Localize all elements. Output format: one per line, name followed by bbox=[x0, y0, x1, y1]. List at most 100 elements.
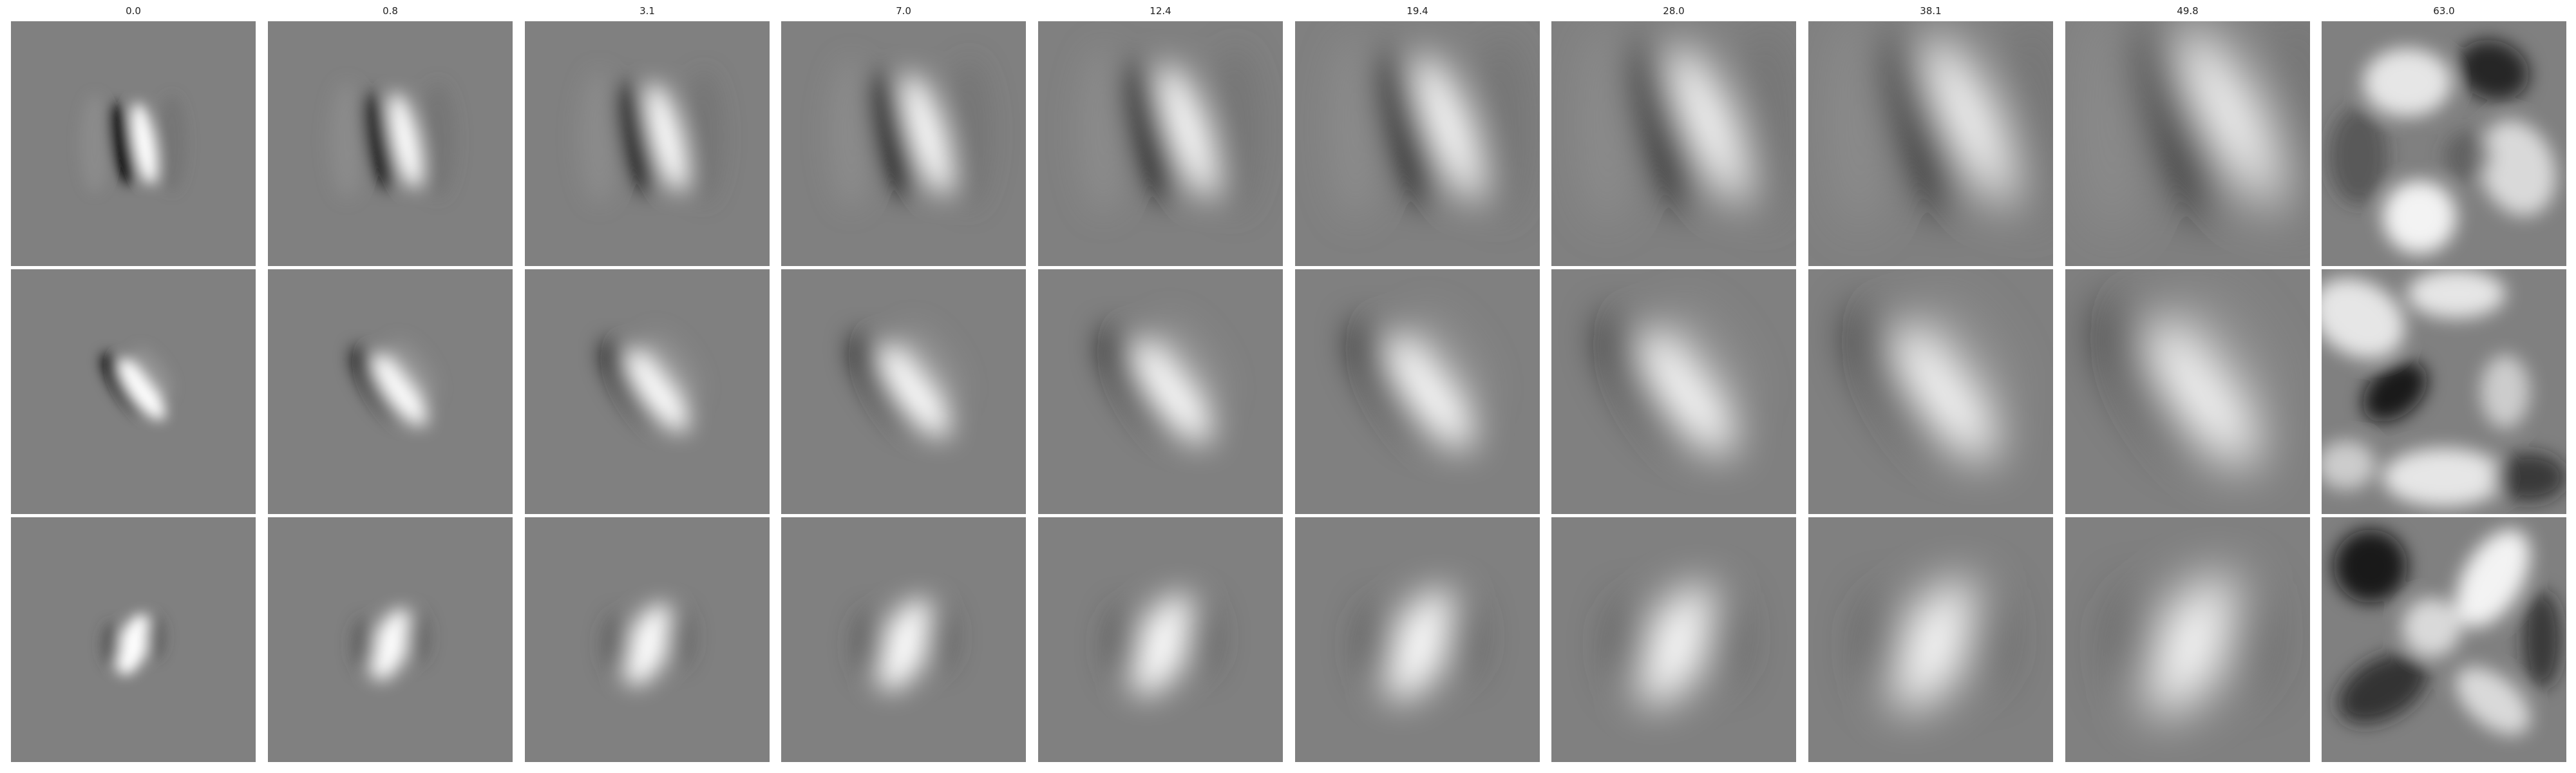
filter-blob bbox=[1159, 62, 1218, 198]
filter-blob bbox=[1108, 607, 1142, 683]
filter-blob bbox=[1124, 61, 1176, 200]
filter-blob bbox=[372, 353, 428, 426]
filter-blob bbox=[1863, 595, 1908, 694]
filter-blob bbox=[389, 339, 436, 399]
filter-blob bbox=[1130, 593, 1195, 696]
filter-panel bbox=[268, 21, 513, 266]
filter-panel bbox=[1295, 517, 1540, 762]
filter-blob bbox=[1826, 21, 1893, 231]
filter-blob bbox=[2402, 598, 2461, 657]
filter-panel bbox=[11, 517, 256, 762]
filter-blob bbox=[2262, 21, 2310, 236]
filter-blob bbox=[2334, 530, 2407, 603]
filter-blob bbox=[146, 615, 166, 660]
filter-blob bbox=[1924, 35, 2017, 206]
filter-panel bbox=[525, 517, 770, 762]
filter-blob bbox=[2322, 441, 2376, 490]
filter-blob bbox=[370, 609, 412, 680]
filter-blob bbox=[1611, 598, 1652, 691]
filter-blob bbox=[353, 618, 377, 671]
filter-blob bbox=[2179, 27, 2285, 208]
filter-blob bbox=[1702, 591, 1743, 683]
filter-blob bbox=[2407, 269, 2505, 318]
filter-blob bbox=[828, 59, 874, 209]
filter-blob bbox=[1414, 53, 1484, 202]
filter-blob bbox=[946, 59, 992, 209]
column-label: 7.0 bbox=[896, 5, 911, 17]
column-label: 3.1 bbox=[639, 5, 655, 17]
filter-blob bbox=[1884, 31, 1958, 211]
filter-blob bbox=[1638, 328, 1735, 456]
filter-blob bbox=[2181, 290, 2277, 412]
filter-blob bbox=[1209, 46, 1260, 215]
filter-blob bbox=[645, 332, 699, 401]
filter-blob bbox=[109, 102, 136, 185]
filter-panel bbox=[2322, 517, 2566, 762]
filter-blob bbox=[1385, 333, 1474, 450]
filter-blob bbox=[2137, 21, 2220, 214]
filter-panel bbox=[781, 517, 1026, 762]
filter-blob bbox=[2338, 653, 2428, 724]
filter-blob bbox=[421, 82, 455, 198]
filter-blob bbox=[923, 603, 954, 671]
filter-panel bbox=[268, 517, 513, 762]
filter-blob bbox=[1636, 584, 1718, 705]
filter-blob bbox=[363, 92, 395, 189]
filter-blob bbox=[871, 72, 916, 196]
filter-blob bbox=[118, 358, 166, 421]
filter-blob bbox=[1577, 23, 1638, 225]
filter-panel bbox=[1551, 269, 1796, 514]
filter-blob bbox=[2444, 131, 2493, 180]
filter-blob bbox=[115, 614, 151, 675]
column-label: 28.0 bbox=[1663, 5, 1685, 17]
filter-blob bbox=[1669, 304, 1750, 408]
filter-blob bbox=[623, 604, 673, 685]
filter-blob bbox=[2143, 575, 2241, 714]
filter-blob bbox=[2329, 107, 2388, 205]
filter-blob bbox=[902, 72, 952, 195]
filter-blob bbox=[101, 622, 121, 667]
filter-blob bbox=[901, 325, 961, 403]
filter-panel bbox=[11, 21, 256, 266]
filter-panel bbox=[781, 21, 1026, 266]
filter-blob bbox=[2383, 448, 2505, 507]
filter-blob bbox=[1962, 587, 2006, 687]
filter-blob bbox=[2456, 530, 2530, 627]
filter-blob bbox=[1925, 297, 2013, 410]
filter-blob bbox=[2481, 355, 2530, 428]
filter-blob bbox=[1443, 595, 1481, 679]
filter-panel bbox=[1808, 269, 2053, 514]
column-label: 38.1 bbox=[1920, 5, 1942, 17]
filter-blob bbox=[1183, 599, 1217, 675]
filter-blob bbox=[1078, 46, 1129, 215]
filter-panel bbox=[2065, 269, 2310, 514]
filter-blob bbox=[683, 70, 724, 204]
filter-blob bbox=[579, 70, 620, 204]
filter-blob bbox=[1473, 35, 1530, 220]
filter-panel bbox=[1551, 517, 1796, 762]
filter-blob bbox=[2522, 591, 2562, 689]
filter-blob bbox=[1157, 318, 1225, 405]
filter-blob bbox=[1736, 23, 1796, 225]
filter-blob bbox=[2145, 318, 2259, 468]
filter-blob bbox=[2221, 584, 2269, 691]
filter-panel bbox=[2322, 269, 2566, 514]
filter-blob bbox=[1890, 579, 1979, 710]
filter-panel bbox=[1551, 21, 1796, 266]
filter-panel bbox=[1808, 517, 2053, 762]
filter-blob bbox=[1327, 35, 1383, 220]
filter-blob bbox=[1669, 44, 1750, 204]
filter-blob bbox=[665, 607, 692, 667]
filter-panel bbox=[11, 269, 256, 514]
filter-blob bbox=[1384, 589, 1457, 700]
filter-blob bbox=[2479, 120, 2556, 216]
filter-blob bbox=[2383, 180, 2456, 254]
filter-blob bbox=[2493, 453, 2566, 502]
filter-panel bbox=[2065, 21, 2310, 266]
filter-panel bbox=[268, 269, 513, 514]
filter-panel bbox=[2065, 517, 2310, 762]
filter-blob bbox=[1413, 311, 1488, 406]
column-label: 0.0 bbox=[126, 5, 141, 17]
column-label: 63.0 bbox=[2433, 5, 2455, 17]
